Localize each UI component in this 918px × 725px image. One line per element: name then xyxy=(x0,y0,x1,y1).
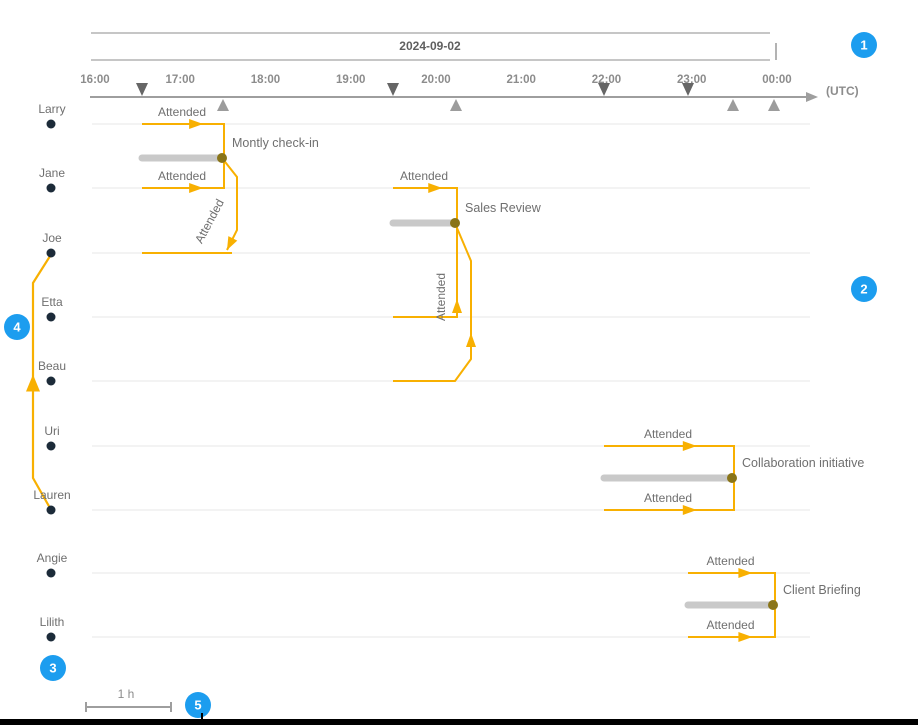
callout-badge-number-4: 4 xyxy=(13,320,21,335)
event-node[interactable] xyxy=(727,473,737,483)
event-start-marker xyxy=(598,83,610,96)
event-title: Sales Review xyxy=(465,201,542,215)
attendance-link xyxy=(142,162,225,189)
attendance-label: Attended xyxy=(644,491,692,505)
arrowhead-icon xyxy=(738,568,753,578)
person-node[interactable] xyxy=(46,183,56,193)
axis-tick-label: 18:00 xyxy=(251,74,280,86)
attendance-link xyxy=(393,227,472,382)
event-end-marker xyxy=(768,99,780,111)
attendance-links-layer: Attended Attended Attended Attended Attended… xyxy=(26,105,776,642)
attendance-link xyxy=(393,187,458,219)
person-name-label: Angie xyxy=(37,551,68,565)
axis-tick-label: 00:00 xyxy=(762,74,791,86)
scale-indicator: 1 h xyxy=(85,687,172,712)
event-start-marker xyxy=(682,83,694,96)
attendance-label: Attended xyxy=(192,197,227,246)
attendance-label: Attended xyxy=(158,169,206,183)
axis-arrow-icon xyxy=(806,92,818,102)
person-name-label: Beau xyxy=(38,359,66,373)
attendance-label: Attended xyxy=(644,427,692,441)
attendance-label: Attended xyxy=(706,618,754,632)
attendance-link xyxy=(142,123,225,154)
attendance-label: Attended xyxy=(434,273,448,321)
axis-tick-label: 20:00 xyxy=(421,74,450,86)
callout-badge-3 xyxy=(40,655,66,681)
people-layer: Larry Jane Joe Etta Beau Uri Lauren Angie Lilith xyxy=(33,102,71,642)
attendance-label: Attended xyxy=(158,105,206,119)
callout-badge-1 xyxy=(851,32,877,58)
person-name-label: Lauren xyxy=(33,488,70,502)
person-name-label: Larry xyxy=(38,102,65,116)
callout-badge-number-2: 2 xyxy=(860,282,867,297)
person-node[interactable] xyxy=(46,312,56,322)
callout-badge-5 xyxy=(185,692,211,718)
person-node[interactable] xyxy=(46,441,56,451)
event-node[interactable] xyxy=(217,153,227,163)
callout-badge-4 xyxy=(4,314,30,340)
bottom-divider xyxy=(0,713,918,725)
arrowhead-icon xyxy=(682,505,697,515)
attendance-link xyxy=(393,227,458,318)
event-end-marker xyxy=(727,99,739,111)
arrowhead-icon xyxy=(452,299,462,313)
event-node[interactable] xyxy=(768,600,778,610)
bottom-divider-tick xyxy=(201,713,203,719)
arrowhead-icon xyxy=(189,119,204,129)
person-node[interactable] xyxy=(46,632,56,642)
attendance-link xyxy=(688,572,776,601)
callout-badge-number-3: 3 xyxy=(49,661,56,676)
arrowhead-icon xyxy=(738,632,753,642)
person-name-label: Uri xyxy=(44,424,59,438)
axis-tick-label: 21:00 xyxy=(507,74,536,86)
person-name-label: Jane xyxy=(39,166,65,180)
arrowhead-icon xyxy=(428,183,443,193)
events-layer: Montly check-in Sales Review Collaboration… xyxy=(138,136,864,610)
callout-badge-2 xyxy=(851,276,877,302)
event-title: Montly check-in xyxy=(232,136,319,150)
arrowhead-icon xyxy=(682,441,697,451)
time-axis-layer: 16:00 17:00 18:00 19:00 20:00 21:00 22:00 23:00… xyxy=(80,74,818,102)
callout-badge-number-1: 1 xyxy=(860,38,867,53)
person-node[interactable] xyxy=(46,376,56,386)
date-label: 2024-09-02 xyxy=(399,39,461,53)
person-name-label: Etta xyxy=(41,295,63,309)
arrowhead-icon xyxy=(466,333,476,347)
attendance-label: Attended xyxy=(706,554,754,568)
event-end-marker xyxy=(217,99,229,111)
person-name-label: Lilith xyxy=(40,615,65,629)
attendance-label: Attended xyxy=(400,169,448,183)
scale-label: 1 h xyxy=(118,687,135,701)
person-name-label: Joe xyxy=(42,231,62,245)
event-title: Collaboration initiative xyxy=(742,456,864,470)
attendance-link xyxy=(688,609,776,638)
attendance-link xyxy=(604,482,735,511)
event-end-marker xyxy=(450,99,462,111)
event-markers-layer xyxy=(136,83,780,111)
event-start-marker xyxy=(387,83,399,96)
arrowhead-icon xyxy=(227,236,238,250)
event-title: Client Briefing xyxy=(783,583,861,597)
person-node[interactable] xyxy=(46,568,56,578)
arrowhead-icon xyxy=(189,183,204,193)
bottom-divider-bar xyxy=(0,719,918,725)
utc-axis-label: (UTC) xyxy=(826,84,859,98)
person-node[interactable] xyxy=(46,119,56,129)
relation-arrowhead-icon xyxy=(26,374,40,392)
event-start-marker xyxy=(136,83,148,96)
event-node[interactable] xyxy=(450,218,460,228)
axis-tick-label: 16:00 xyxy=(80,74,109,86)
attendance-link xyxy=(604,445,735,474)
date-range-layer xyxy=(91,32,777,61)
callout-badges-layer: 1 2 3 4 5 xyxy=(4,32,877,718)
person-node[interactable] xyxy=(46,505,56,515)
callout-badge-number-5: 5 xyxy=(194,698,201,713)
person-node[interactable] xyxy=(46,248,56,258)
axis-tick-label: 19:00 xyxy=(336,74,365,86)
axis-tick-label: 17:00 xyxy=(166,74,195,86)
